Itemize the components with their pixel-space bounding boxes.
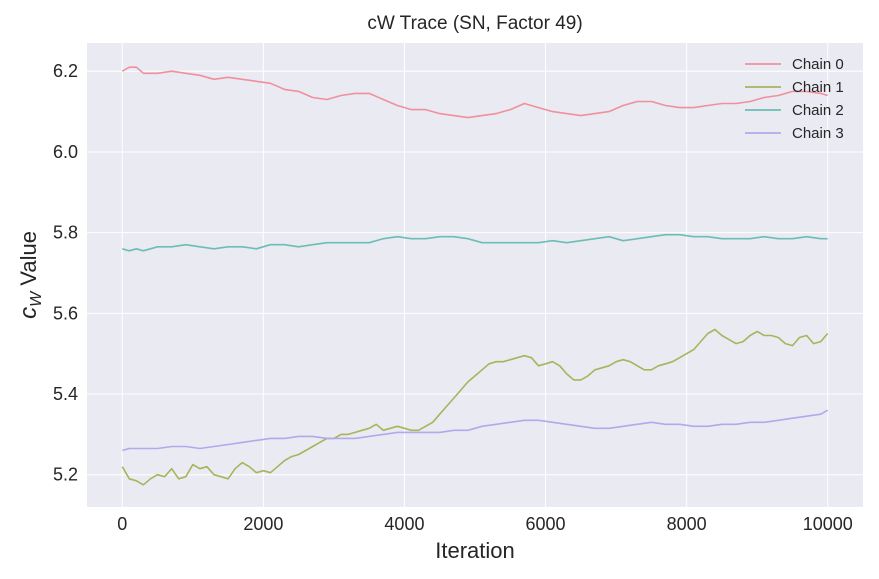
y-tick-label: 5.4 [53, 384, 78, 404]
series-line-chain-3 [122, 409, 829, 452]
legend-label: Chain 0 [792, 56, 844, 73]
y-tick-label: 5.2 [53, 465, 78, 485]
x-tick-label: 4000 [384, 514, 424, 534]
series-line-chain-0 [121, 66, 828, 119]
legend-label: Chain 1 [792, 79, 844, 96]
y-tick-label: 6.0 [53, 142, 78, 162]
chart-title: cW Trace (SN, Factor 49) [367, 13, 582, 34]
x-tick-label: 6000 [526, 514, 566, 534]
y-tick-label: 5.8 [53, 223, 78, 243]
legend-label: Chain 2 [792, 102, 844, 119]
x-tick-label: 2000 [243, 514, 283, 534]
y-axis-label-sub: W [28, 290, 45, 307]
series-line-chain-1 [121, 328, 829, 486]
y-axis-label-rest: Value [16, 231, 41, 292]
y-axis-label: cW Value [15, 231, 45, 319]
series-line-chain-2 [122, 233, 828, 252]
series-lines [121, 66, 829, 486]
y-tick-labels: 5.2 5.4 5.6 5.8 6.0 6.2 [53, 61, 78, 484]
y-tick-label: 5.6 [53, 303, 78, 323]
y-axis-label-main: c [15, 307, 42, 319]
x-axis-label: Iteration [435, 538, 515, 563]
y-tick-label: 6.2 [53, 61, 78, 81]
x-tick-label: 8000 [667, 514, 707, 534]
legend-label: Chain 3 [792, 125, 844, 142]
x-tick-label: 0 [117, 514, 127, 534]
plot-area [87, 43, 863, 507]
x-tick-label: 10000 [803, 514, 853, 534]
x-tick-labels: 0 2000 4000 6000 8000 10000 [117, 514, 852, 534]
legend: Chain 0 Chain 1 Chain 2 Chain 3 [745, 56, 844, 142]
